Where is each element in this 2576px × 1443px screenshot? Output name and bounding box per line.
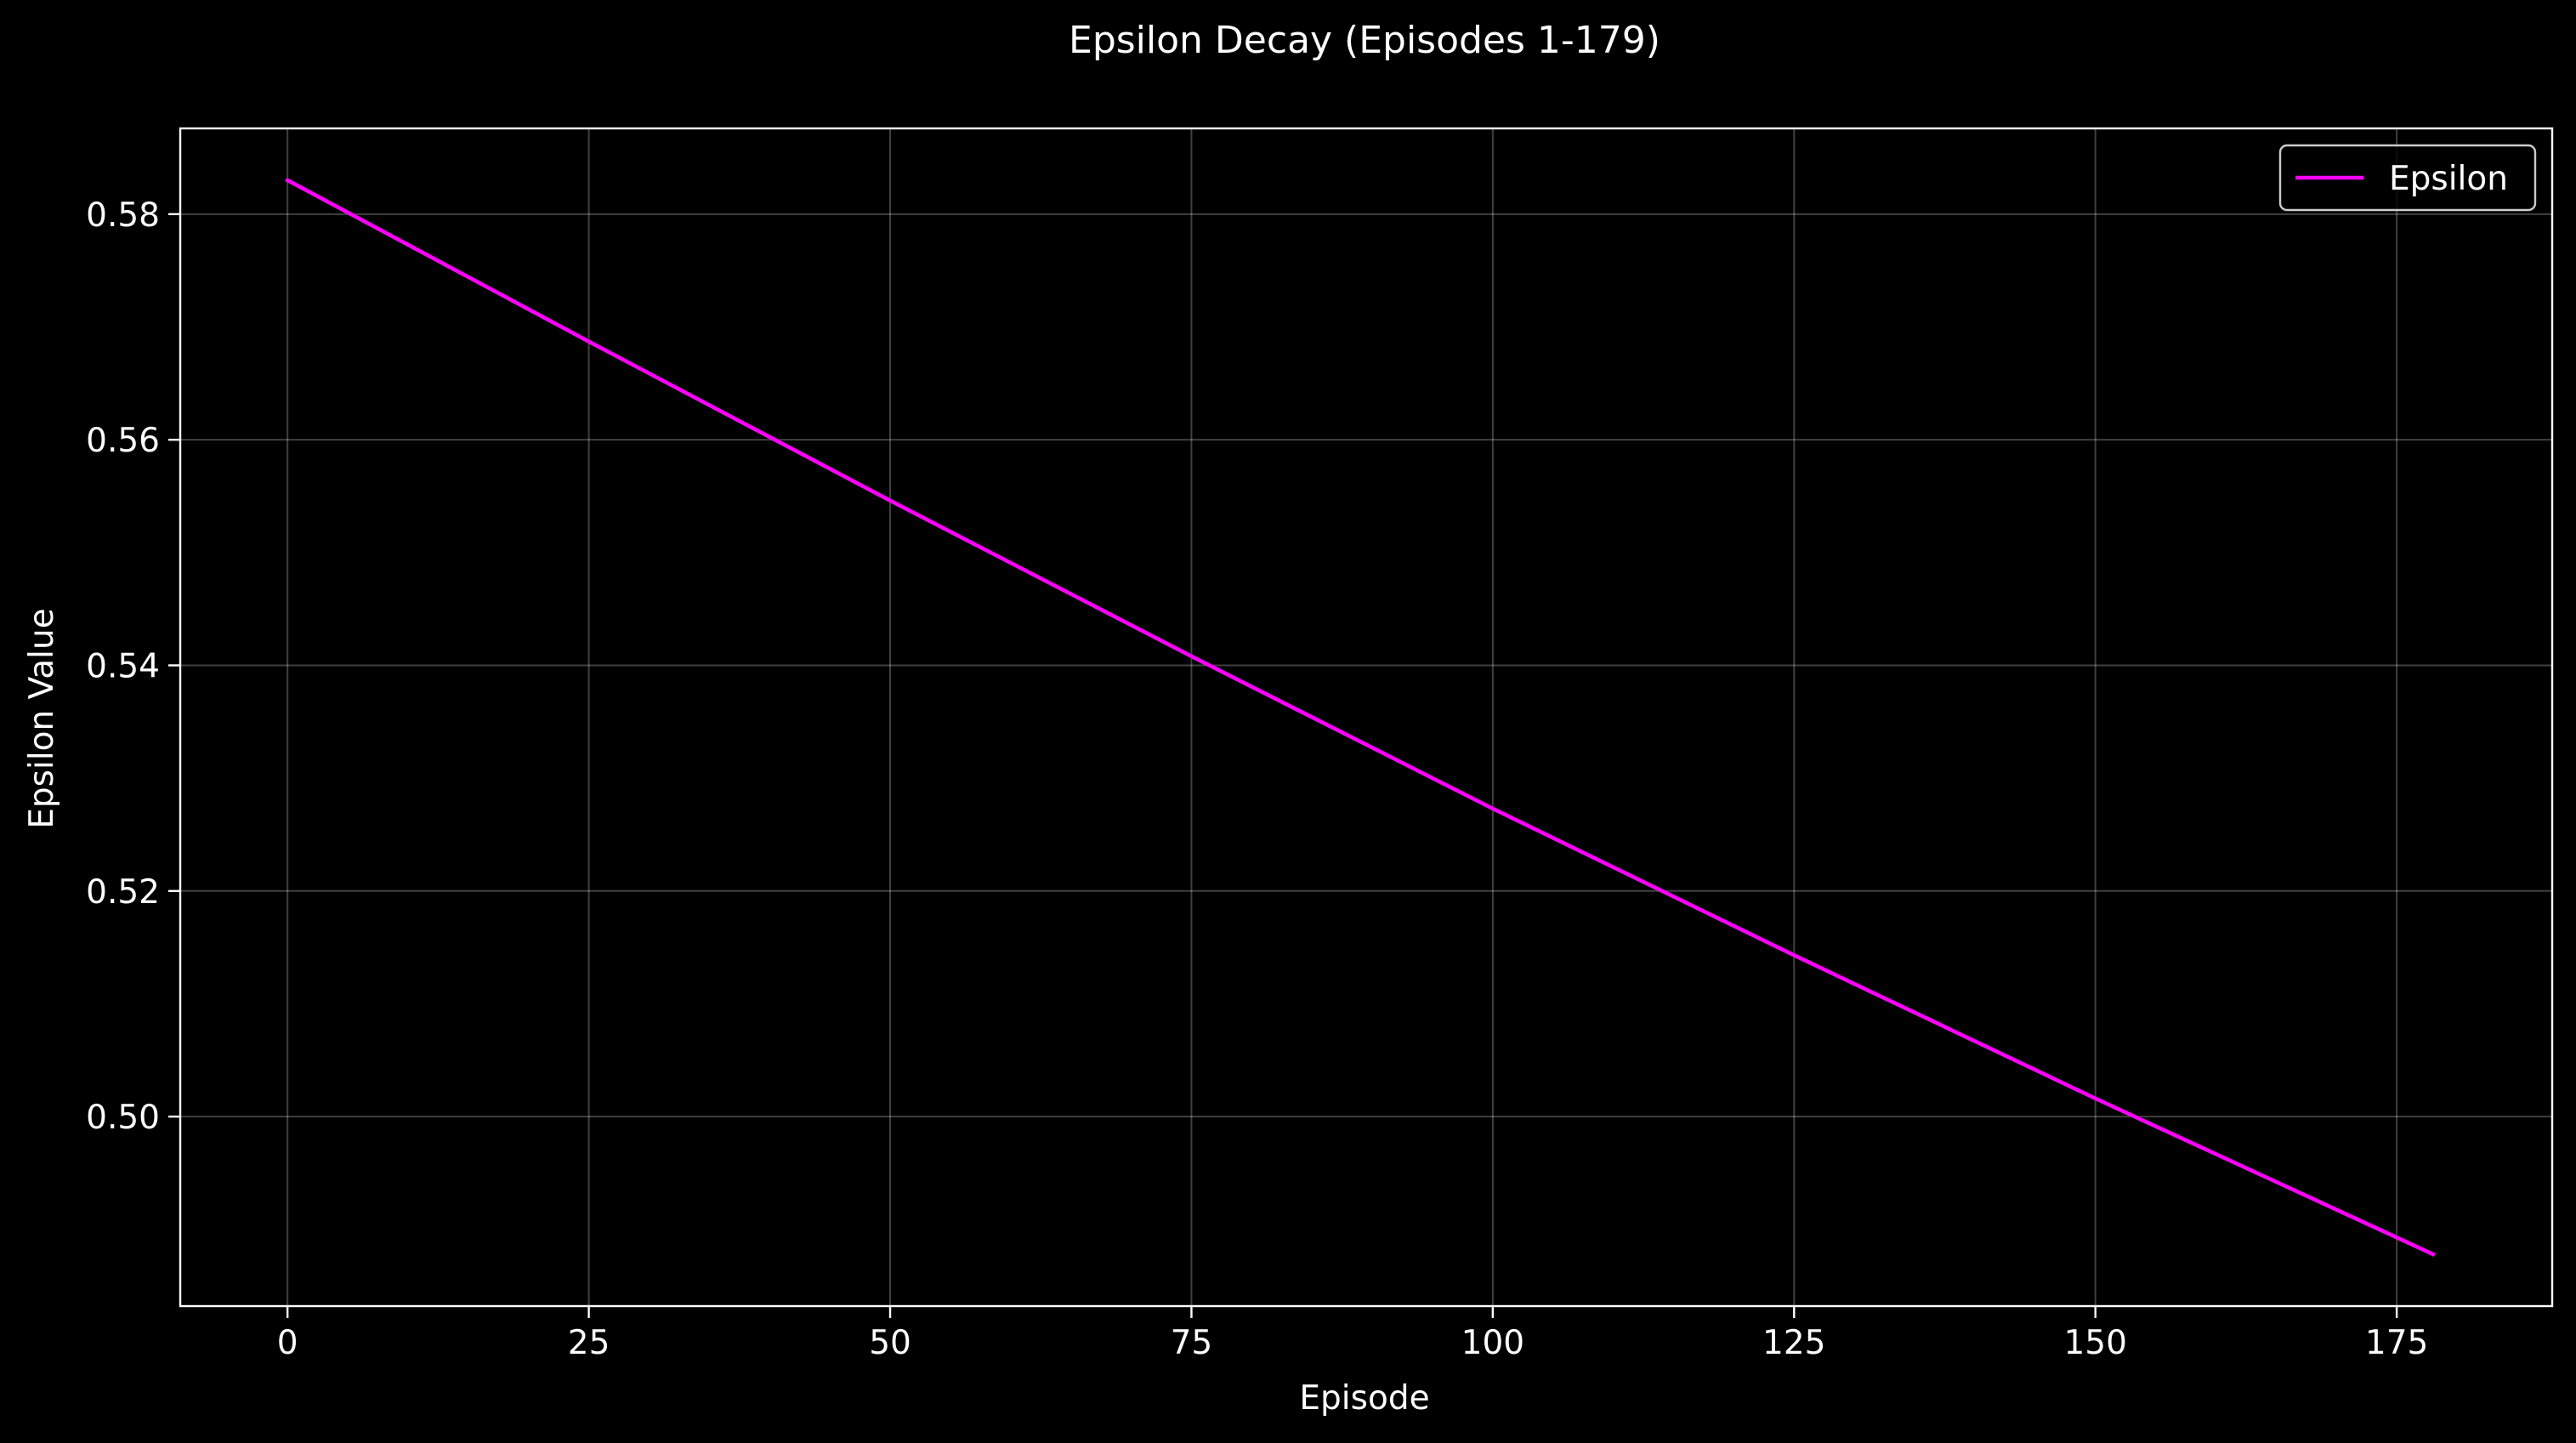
- y-tick-label: 0.56: [86, 422, 160, 460]
- y-tick-label: 0.54: [86, 647, 160, 685]
- plot-frame: [179, 127, 2554, 1308]
- x-axis: 0 25 50 75 100 125 150 175: [277, 1306, 2428, 1362]
- x-tick-label: 125: [1762, 1324, 1825, 1362]
- series-line-epsilon: [285, 177, 2436, 1257]
- y-tick-label: 0.50: [86, 1099, 160, 1137]
- series-lines: [285, 177, 2436, 1257]
- x-tick-label: 150: [2063, 1324, 2126, 1362]
- x-tick-label: 75: [1171, 1324, 1213, 1362]
- grid: [180, 128, 2552, 1306]
- y-axis: 0.50 0.52 0.54 0.56 0.58: [86, 196, 180, 1137]
- chart-title: Epsilon Decay (Episodes 1-179): [1069, 19, 1660, 62]
- legend-label: Epsilon: [2389, 160, 2508, 198]
- y-tick-label: 0.52: [86, 873, 160, 912]
- legend-box: [2278, 144, 2537, 212]
- x-tick-label: 0: [277, 1324, 298, 1362]
- x-tick-label: 25: [568, 1324, 610, 1362]
- y-axis-label: Epsilon Value: [23, 608, 61, 828]
- x-tick-label: 50: [869, 1324, 911, 1362]
- x-tick-label: 175: [2365, 1324, 2428, 1362]
- x-axis-label: Episode: [1299, 1379, 1429, 1417]
- legend: Epsilon: [2278, 144, 2537, 212]
- x-tick-label: 100: [1461, 1324, 1524, 1362]
- y-tick-label: 0.58: [86, 196, 160, 235]
